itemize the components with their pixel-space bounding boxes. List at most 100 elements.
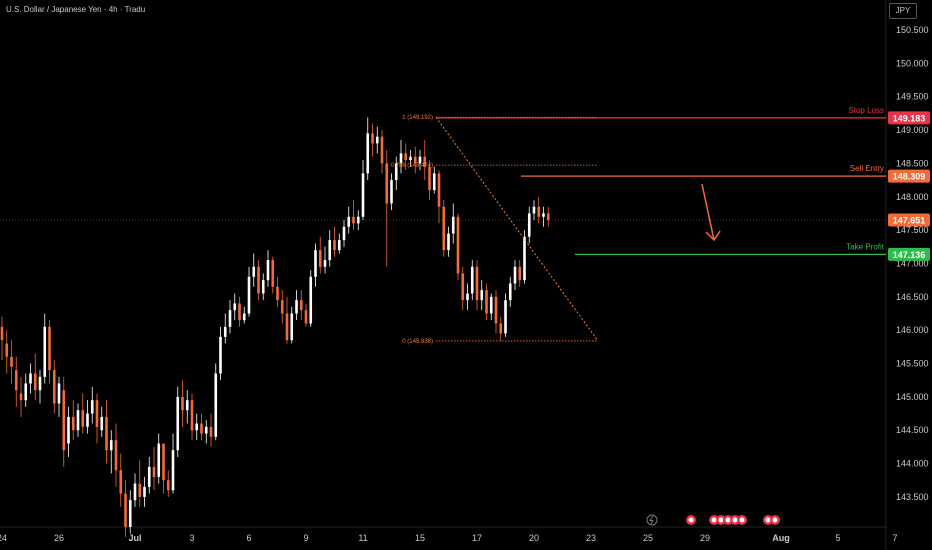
date-tick-label: 7 bbox=[892, 533, 897, 543]
candle bbox=[499, 316, 503, 341]
candle bbox=[190, 393, 194, 441]
candle bbox=[328, 230, 332, 267]
candle bbox=[105, 400, 108, 464]
take-profit-label: Take Profit bbox=[846, 242, 885, 251]
date-tick-label: 15 bbox=[415, 533, 425, 543]
candle bbox=[181, 380, 184, 427]
candle-body bbox=[276, 286, 279, 301]
candle-body bbox=[238, 303, 241, 321]
price-tick-label: 144.000 bbox=[896, 459, 929, 469]
candle-body bbox=[223, 326, 227, 337]
economic-event-icons[interactable] bbox=[686, 515, 780, 525]
candle-body bbox=[451, 216, 455, 234]
candle-body bbox=[333, 240, 336, 251]
candle-body bbox=[157, 443, 161, 477]
candle bbox=[133, 473, 137, 507]
candle bbox=[285, 296, 289, 344]
down-arrow-icon bbox=[701, 183, 721, 242]
candle bbox=[233, 293, 237, 321]
date-tick-label: 17 bbox=[472, 533, 482, 543]
lightning-icon[interactable] bbox=[646, 514, 658, 526]
candle-body bbox=[508, 283, 512, 301]
candle-body bbox=[423, 156, 427, 167]
candle bbox=[309, 270, 313, 327]
candle bbox=[442, 200, 446, 257]
currency-selector[interactable]: JPY bbox=[889, 3, 917, 19]
candle bbox=[447, 226, 450, 257]
candle-body bbox=[499, 323, 503, 334]
candle bbox=[518, 260, 522, 287]
candle bbox=[242, 306, 246, 324]
fib-level-1-label: 1 (149.192) bbox=[402, 115, 433, 121]
candle-body bbox=[152, 466, 156, 477]
lightning-glyph bbox=[649, 515, 654, 525]
take-profit-price-badge bbox=[888, 247, 930, 261]
candle bbox=[456, 213, 460, 281]
candle-body bbox=[285, 313, 289, 341]
event-markers[interactable] bbox=[646, 514, 780, 526]
candle bbox=[304, 303, 308, 327]
candle-body bbox=[14, 370, 18, 391]
candle bbox=[252, 253, 256, 287]
candle bbox=[209, 413, 213, 447]
candle-body bbox=[71, 416, 75, 431]
price-tick-label: 148.500 bbox=[896, 158, 929, 168]
candle bbox=[466, 283, 469, 311]
fibonacci-retracement[interactable]: 1 (149.192) 0.786 (148.474) 0 (145.838) bbox=[391, 115, 599, 345]
candle bbox=[81, 393, 85, 434]
candle-body bbox=[513, 266, 517, 284]
candle-body bbox=[456, 216, 460, 274]
candle bbox=[152, 446, 156, 491]
candle-body bbox=[195, 423, 199, 431]
candle bbox=[14, 356, 18, 407]
candle bbox=[157, 433, 161, 484]
candle bbox=[271, 256, 275, 294]
candle bbox=[57, 376, 61, 417]
time-axis[interactable]: 24 26 Jul 3 6 9 11 15 17 20 23 25 29 Aug 5 7 bbox=[0, 533, 898, 543]
candle bbox=[323, 246, 327, 274]
candle-body bbox=[314, 250, 317, 277]
candle-body bbox=[271, 260, 275, 287]
candle-body bbox=[404, 153, 408, 161]
candle-body bbox=[95, 400, 99, 427]
candle-body bbox=[48, 326, 51, 371]
candle bbox=[114, 423, 118, 487]
candle bbox=[418, 150, 422, 171]
date-tick-label: 6 bbox=[246, 533, 251, 543]
candle bbox=[423, 140, 427, 181]
price-axis[interactable]: 150.500 150.000 149.500 149.000 148.500 148.0… bbox=[896, 25, 929, 502]
candle-body bbox=[81, 410, 85, 427]
candle bbox=[247, 266, 251, 317]
candle-body bbox=[337, 240, 341, 251]
candle bbox=[43, 313, 47, 384]
candle-body bbox=[247, 276, 251, 314]
candle-body bbox=[290, 313, 294, 341]
candle bbox=[461, 266, 465, 311]
candle-body bbox=[166, 480, 170, 491]
candle-body bbox=[90, 400, 94, 414]
candle-body bbox=[29, 373, 32, 384]
candle bbox=[470, 260, 474, 301]
candle bbox=[295, 290, 298, 321]
date-tick-label: 25 bbox=[643, 533, 653, 543]
candle bbox=[532, 200, 536, 221]
candle bbox=[52, 360, 56, 414]
date-tick-label: 29 bbox=[700, 533, 710, 543]
date-tick-label: 9 bbox=[303, 533, 308, 543]
candle-body bbox=[432, 173, 436, 191]
date-tick-label: 5 bbox=[835, 533, 840, 543]
candle-body bbox=[418, 156, 422, 164]
candle-body bbox=[542, 213, 545, 217]
candle-body bbox=[485, 290, 488, 314]
candle bbox=[314, 243, 317, 287]
date-tick-label: 24 bbox=[0, 533, 7, 543]
candle bbox=[337, 233, 341, 254]
candle-body bbox=[0, 326, 4, 341]
candle bbox=[413, 146, 417, 174]
candle-body bbox=[537, 206, 541, 217]
candle-body bbox=[390, 180, 393, 204]
candle-body bbox=[119, 470, 123, 494]
candle bbox=[371, 123, 374, 157]
candle bbox=[67, 406, 70, 457]
